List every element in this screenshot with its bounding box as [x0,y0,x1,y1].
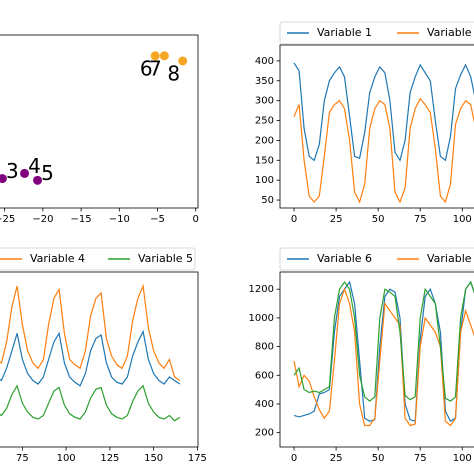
plot-area [0,283,181,422]
x-tick-label: −5 [150,214,165,225]
x-tick-label: 175 [188,453,207,464]
x-tick-label: 0 [291,453,297,464]
y-tick-label: 200 [255,428,274,439]
series-line [293,280,474,402]
y-tick-label: 200 [255,135,274,146]
x-tick-label: 25 [330,214,343,225]
plot-frame [279,44,474,209]
plot-frame [279,271,474,448]
panel: 75 100 125 150 175 Variable 4 Variable 5 [0,247,207,464]
x-tick-label: 75 [414,214,427,225]
legend-label: Variable 4 [30,252,85,265]
series-line [293,280,474,423]
legend-label: Variable 1 [317,26,372,39]
point [33,175,43,185]
series-line [0,329,181,387]
legend-label: Variable 5 [138,252,193,265]
x-tick-label: 100 [453,214,472,225]
y-tick-label: 50 [261,195,274,206]
x-tick-label: 75 [414,453,427,464]
point [150,51,160,61]
x-tick-label: 150 [144,453,163,464]
y-tick-label: 800 [255,342,274,353]
x-tick-label: 75 [16,453,29,464]
point-label: 6 [140,56,153,80]
point-label: 8 [167,61,180,85]
panel: −25 −20 −15 −10 −5 0 345 678 [0,34,199,225]
x-tick-label: 50 [372,214,385,225]
y-tick-label: 1000 [249,313,274,324]
point [159,51,169,61]
legend-label: Variable 2 [427,26,474,39]
series-line [293,97,474,204]
y-tick-label: 1200 [249,284,274,295]
series-line [0,384,181,422]
plot-frame [0,34,199,209]
legend-box [279,21,474,45]
y-tick-label: 350 [255,76,274,87]
x-tick-label: 100 [57,453,76,464]
legend-label: Variable 6 [317,252,372,265]
panel: 0 25 50 75 100 50 100 150 200 250 300 350 400 Variabl… [255,21,474,225]
point [0,174,7,184]
x-tick-label: 0 [291,214,297,225]
y-tick-label: 250 [255,116,274,127]
y-tick-label: 400 [255,399,274,410]
legend-box [0,247,196,271]
y-tick-label: 150 [255,155,274,166]
point-label: 4 [28,154,41,178]
series-line [293,62,474,162]
x-tick-label: 125 [100,453,119,464]
x-tick-label: 100 [453,453,472,464]
x-tick-label: 25 [330,453,343,464]
y-tick-label: 300 [255,96,274,107]
plot-area [293,280,474,427]
x-tick-label: 50 [372,453,385,464]
point-label: 3 [6,159,19,183]
plot-frame [0,271,199,448]
x-tick-label: 0 [193,214,199,225]
x-tick-label: −10 [109,214,130,225]
series-line [293,287,474,427]
series-line [0,283,181,382]
point [178,56,188,66]
plot-area [293,62,474,204]
point-label: 5 [41,161,54,185]
point [20,168,30,178]
point-label: 7 [149,56,162,80]
x-tick-label: −25 [0,214,15,225]
panel: 0 25 50 75 100 200 400 600 800 1000 1200 Variable 6… [249,247,474,464]
y-tick-label: 100 [255,175,274,186]
legend-box [279,247,474,271]
y-tick-label: 400 [255,56,274,67]
legend-label: Variable 7 [427,252,474,265]
x-tick-label: −15 [71,214,92,225]
x-tick-label: −20 [32,214,53,225]
y-tick-label: 600 [255,370,274,381]
